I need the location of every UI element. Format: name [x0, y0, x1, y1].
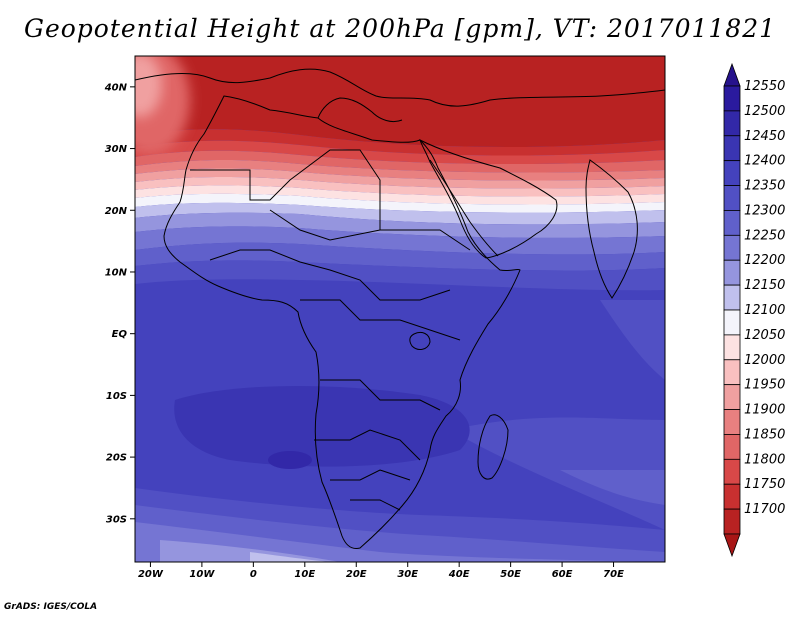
colorbar-label: 11950 — [744, 378, 785, 393]
lat-tick-label: 40N — [104, 82, 128, 93]
colorbar-label: 12450 — [744, 129, 785, 144]
colorbar-label: 12150 — [744, 278, 785, 293]
colorbar-label: 11900 — [744, 403, 785, 418]
colorbar-swatch — [723, 483, 741, 510]
colorbar-label: 12000 — [744, 353, 785, 368]
longitude-axis: 20W 10W 0 10E 20E 30E 40E 50E 60E 70E — [138, 562, 624, 580]
latitude-axis: 40N 30N 20N 10N EQ 10S 20S 30S — [104, 82, 135, 525]
colorbar-swatch — [723, 384, 741, 410]
colorbar-label: 12250 — [744, 228, 785, 243]
colorbar-label: 12300 — [744, 203, 785, 218]
colorbar-swatch — [723, 334, 741, 361]
lat-tick-label: 20S — [106, 453, 127, 464]
lat-tick-label: EQ — [112, 329, 128, 340]
colorbar-label: 12400 — [744, 154, 785, 169]
map-frame — [134, 55, 666, 563]
colorbar-swatch — [723, 309, 741, 336]
colorbar-top-arrow — [723, 62, 741, 87]
colorbar-swatch — [723, 284, 741, 311]
colorbar-label: 12550 — [744, 79, 785, 94]
colorbar-swatch — [723, 359, 741, 386]
lon-tick-label: 40E — [448, 569, 470, 580]
colorbar-label: 11700 — [744, 502, 785, 517]
colorbar-swatch — [723, 85, 741, 112]
lon-tick-label: 10E — [294, 569, 315, 580]
colorbar-label: 11850 — [744, 427, 785, 442]
lon-tick-label: 70E — [603, 569, 624, 580]
height-field — [135, 56, 665, 562]
colorbar: 12550 12500 12450 12400 12350 12300 12250 12200… — [723, 62, 785, 558]
colorbar-label: 11800 — [744, 452, 785, 467]
colorbar-swatch — [723, 110, 741, 137]
coastlines — [135, 68, 665, 549]
colorbar-swatch — [723, 210, 741, 236]
colorbar-label: 12500 — [744, 104, 785, 119]
colorbar-label: 11750 — [744, 477, 785, 492]
colorbar-swatch — [723, 409, 741, 435]
credit-label: GrADS: IGES/COLA — [4, 602, 98, 612]
lon-tick-label: 20W — [138, 569, 164, 580]
colorbar-swatch — [723, 234, 741, 261]
colorbar-swatch — [723, 458, 741, 485]
lon-tick-label: 20E — [346, 569, 367, 580]
lon-tick-label: 50E — [500, 569, 521, 580]
colorbar-label: 12350 — [744, 179, 785, 194]
map-title: Geopotential Height at 200hPa [gpm], VT:… — [23, 14, 777, 43]
colorbar-swatch — [723, 434, 741, 460]
lon-tick-label: 0 — [250, 569, 257, 580]
colorbar-swatch — [723, 508, 741, 535]
lat-tick-label: 30N — [105, 144, 128, 155]
colorbar-label: 12100 — [744, 303, 785, 318]
lon-tick-label: 10W — [189, 569, 215, 580]
colorbar-label: 12200 — [744, 253, 785, 268]
lat-tick-label: 10S — [106, 391, 127, 402]
lat-tick-label: 20N — [105, 206, 128, 217]
colorbar-bottom-arrow — [723, 533, 741, 558]
colorbar-swatch — [723, 185, 741, 211]
colorbar-swatch — [723, 259, 741, 286]
colorbar-swatch — [723, 160, 741, 186]
lat-tick-label: 10N — [105, 267, 128, 278]
colorbar-swatch — [723, 135, 741, 162]
lon-tick-label: 30E — [397, 569, 418, 580]
lon-tick-label: 60E — [552, 569, 573, 580]
lat-tick-label: 30S — [106, 514, 127, 525]
colorbar-label: 12050 — [744, 328, 785, 343]
